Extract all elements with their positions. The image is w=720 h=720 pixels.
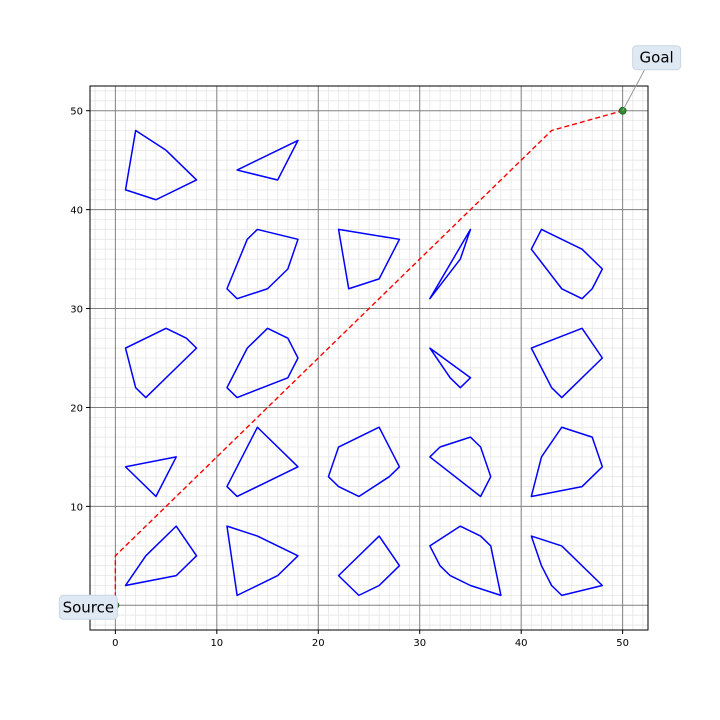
x-tick-label: 50 <box>616 638 629 649</box>
obstacle-polygon <box>530 426 604 498</box>
plot-area <box>89 85 649 631</box>
obstacle-polygon <box>124 525 198 587</box>
obstacle-polygon <box>429 228 472 300</box>
planned-path <box>114 110 623 606</box>
obstacle-polygon <box>327 426 401 498</box>
obstacle-polygon <box>337 228 401 290</box>
x-tick-label: 20 <box>312 638 325 649</box>
source-callout-box <box>58 594 118 620</box>
obstacle-polygon <box>226 228 299 300</box>
obstacle-polygon <box>124 327 198 399</box>
y-tick-label: 50 <box>70 107 83 118</box>
callouts: Goal Source <box>58 45 682 620</box>
obstacle-polygon <box>124 456 177 498</box>
y-tick-label: 40 <box>70 206 83 217</box>
obstacle-polygon <box>429 525 502 597</box>
y-tick-label: 10 <box>70 502 83 513</box>
x-tick-label: 40 <box>515 638 528 649</box>
obstacle-polygon <box>226 426 299 498</box>
y-tick-label: 30 <box>70 305 83 316</box>
obstacle-polygon <box>236 139 299 181</box>
obstacle-polygon <box>226 327 299 399</box>
obstacle-polygon <box>337 535 401 597</box>
obstacle-polygon <box>530 535 604 597</box>
obstacles <box>124 129 604 597</box>
axis-ticks: 0102030405001020304050 <box>70 107 629 649</box>
y-tick-label: 20 <box>70 403 83 414</box>
x-tick-label: 30 <box>413 638 426 649</box>
obstacle-polygon <box>124 129 198 201</box>
path-layer <box>114 110 623 606</box>
goal-callout-box <box>632 45 682 71</box>
obstacle-polygon <box>226 525 299 597</box>
obstacle-polygon <box>429 347 472 389</box>
axes-frame <box>89 85 649 631</box>
obstacle-polygon <box>429 436 492 498</box>
goal-label: Goal <box>640 49 674 67</box>
obstacle-polygon <box>530 327 604 399</box>
source-label: Source <box>63 598 115 616</box>
major-grid <box>90 86 648 630</box>
x-tick-label: 10 <box>210 638 223 649</box>
goal-leader-line <box>622 69 646 111</box>
obstacle-polygon <box>530 228 604 300</box>
x-tick-label: 0 <box>112 638 118 649</box>
